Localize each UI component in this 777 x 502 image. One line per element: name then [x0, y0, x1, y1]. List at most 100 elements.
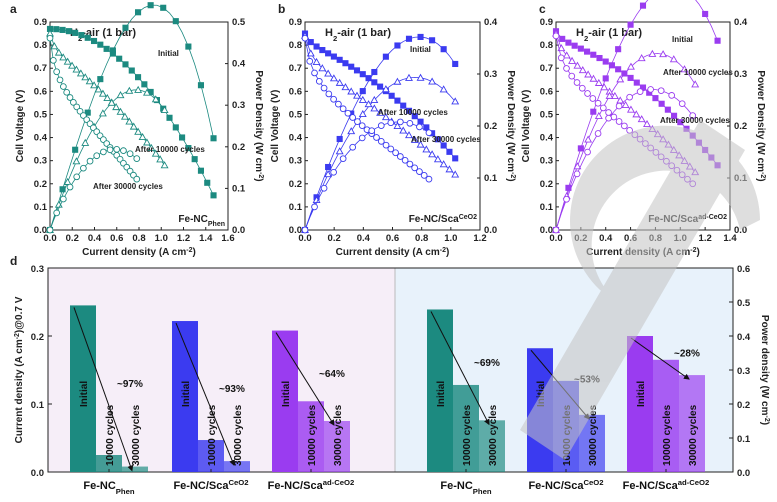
voltage-point — [677, 119, 684, 126]
curve-annotation: After 10000 cycles — [663, 68, 733, 77]
voltage-point — [615, 66, 622, 73]
voltage-point — [128, 67, 135, 74]
series-0 — [301, 30, 459, 234]
power-point — [615, 102, 623, 110]
voltage-point — [359, 71, 366, 78]
voltage-point — [568, 56, 577, 64]
power-point — [626, 62, 635, 70]
series-1 — [46, 29, 169, 233]
bar-label: 30000 cycles — [233, 404, 244, 466]
voltage-point — [191, 156, 198, 163]
y2-axis-label: Power Density (W cm-2) — [505, 70, 517, 181]
curve-annotation: After 10000 cycles — [378, 108, 448, 117]
drop-percent: ~64% — [319, 369, 345, 380]
x-tick-label: 0.4 — [357, 233, 371, 244]
power-line — [49, 4, 214, 231]
bar-group-5: Initial 10000 cycles 30000 cycles ~28% Fe-NC… — [623, 336, 709, 492]
bar-label: 30000 cycles — [333, 404, 344, 466]
y2-tick-label: 0.0 — [232, 225, 245, 236]
y-tick-label: 0.7 — [540, 63, 553, 74]
voltage-point — [664, 106, 671, 113]
voltage-point — [129, 122, 138, 130]
y-tick-label: 0.0 — [31, 468, 44, 479]
voltage-point — [358, 122, 366, 130]
drop-percent: ~93% — [219, 384, 245, 395]
bar-label: Initial — [436, 381, 447, 407]
y-tick-label: 0.6 — [540, 86, 553, 97]
power-point — [84, 109, 91, 116]
power-point — [425, 129, 433, 137]
voltage-point — [76, 107, 84, 115]
power-point — [416, 73, 425, 81]
voltage-point — [336, 56, 343, 63]
voltage-point — [90, 81, 99, 89]
voltage-point — [335, 78, 344, 86]
voltage-point — [353, 67, 361, 74]
bar-label: 10000 cycles — [207, 404, 218, 466]
power-line — [304, 76, 456, 231]
voltage-point — [59, 53, 68, 61]
voltage-point — [335, 100, 342, 108]
x-tick-label: 0.4 — [599, 233, 613, 244]
power-line — [555, 0, 718, 231]
curve-annotation: Initial — [158, 49, 179, 58]
bar-label: Initial — [636, 381, 647, 407]
voltage-point — [382, 141, 390, 149]
y2-axis-label: Power Density (W cm-2) — [755, 70, 767, 181]
voltage-point — [573, 61, 582, 69]
x-tick-label: 0.0 — [43, 233, 56, 244]
voltage-point — [49, 56, 57, 64]
voltage-point — [84, 34, 91, 41]
voltage-point — [147, 143, 156, 151]
y-tick-label: 0.2 — [289, 179, 302, 190]
y2-tick-label: 0.5 — [232, 17, 246, 28]
voltage-point — [578, 84, 586, 92]
y-tick-label: 0.7 — [289, 63, 302, 74]
bar-label: Initial — [181, 381, 192, 407]
voltage-point — [324, 69, 333, 77]
power-point — [133, 155, 141, 162]
x-axis-label: Current density (A cm-2) — [336, 247, 450, 259]
power-point — [394, 42, 401, 49]
y-tick-label: 0.3 — [540, 156, 553, 167]
x-tick-label: 0.2 — [328, 233, 341, 244]
power-point — [135, 9, 142, 16]
power-point — [349, 143, 357, 151]
y-axis-label: Cell Voltage (V) — [270, 90, 281, 163]
y2-tick-label: 0.0 — [737, 468, 750, 479]
drop-arrow — [275, 332, 335, 426]
y2-tick-label: 0.3 — [734, 69, 747, 80]
power-point — [714, 37, 721, 44]
power-point — [451, 97, 460, 105]
voltage-point — [590, 51, 597, 58]
drop-arrow — [630, 337, 690, 380]
power-line — [555, 53, 696, 231]
power-point — [80, 164, 87, 172]
voltage-point — [365, 75, 372, 82]
y2-tick-label: 0.2 — [737, 400, 750, 411]
voltage-point — [370, 104, 379, 112]
y-tick-label: 0.6 — [289, 86, 302, 97]
voltage-point — [306, 49, 315, 57]
voltage-point — [59, 26, 66, 33]
voltage-point — [589, 95, 597, 102]
voltage-point — [392, 149, 399, 157]
power-point — [98, 109, 107, 117]
voltage-point — [400, 102, 407, 109]
voltage-point — [439, 160, 448, 168]
power-point — [594, 111, 603, 119]
power-point — [113, 146, 121, 153]
voltage-point — [394, 97, 401, 104]
voltage-point — [602, 58, 609, 65]
voltage-point — [90, 37, 98, 45]
power-point — [639, 2, 647, 9]
voltage-point — [615, 118, 623, 125]
panel-label: b — [278, 2, 285, 16]
voltage-point — [141, 81, 148, 88]
bar — [122, 466, 148, 472]
voltage-point — [423, 124, 430, 131]
power-point — [397, 118, 404, 126]
y2-tick-label: 0.6 — [737, 264, 750, 275]
voltage-point — [307, 39, 314, 46]
voltage-point — [387, 145, 395, 153]
